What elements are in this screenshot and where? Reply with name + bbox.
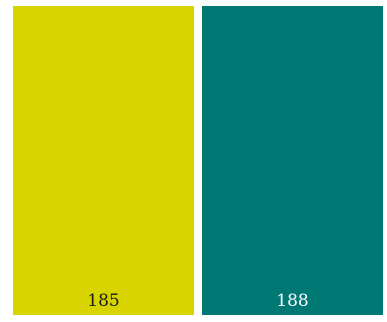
color-swatch-188[interactable]: 188 [202, 6, 383, 315]
swatch-label: 185 [87, 291, 120, 311]
color-swatch-185[interactable]: 185 [13, 6, 194, 315]
swatch-label: 188 [276, 291, 309, 311]
